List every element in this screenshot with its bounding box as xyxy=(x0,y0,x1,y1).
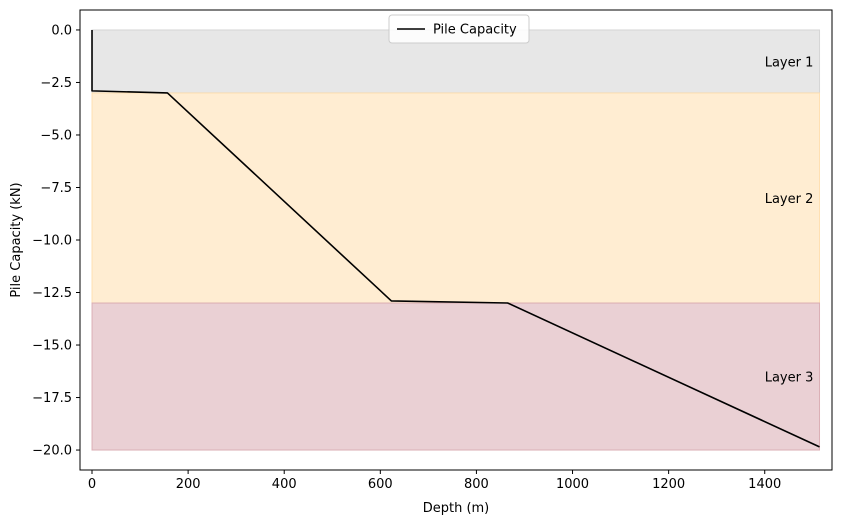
y-axis-ticks: 0.0 −2.5 −5.0 −7.5 −10.0 −12.5 −15.0 −17.5 −20.0 xyxy=(32,23,80,459)
x-tick-label: 400 xyxy=(272,477,297,492)
x-tick-label: 600 xyxy=(368,477,393,492)
legend: Pile Capacity xyxy=(388,14,530,44)
layer-label-2: Layer 2 xyxy=(765,192,814,207)
layer-band-2 xyxy=(91,92,821,304)
x-tick-label: 800 xyxy=(464,477,489,492)
legend-label-pile-capacity: Pile Capacity xyxy=(433,23,517,38)
layer-band-3 xyxy=(91,302,821,451)
legend-box xyxy=(388,14,530,44)
y-axis-label: Pile Capacity (kN) xyxy=(9,182,24,297)
layer-labels: Layer 1 Layer 2 Layer 3 xyxy=(765,55,814,385)
series-line-1 xyxy=(91,29,820,448)
y-tick-label: −10.0 xyxy=(32,234,72,249)
x-tick-label: 1000 xyxy=(556,477,589,492)
y-tick-label: −12.5 xyxy=(32,286,72,301)
soil-layers xyxy=(91,29,821,451)
y-tick-label: −15.0 xyxy=(32,339,72,354)
x-tick-label: 200 xyxy=(176,477,201,492)
y-tick-label: −20.0 xyxy=(32,444,72,459)
y-tick-label: 0.0 xyxy=(51,23,72,38)
x-axis-label: Depth (m) xyxy=(423,501,490,516)
x-axis-ticks: 0 200 400 600 800 1000 1200 1400 xyxy=(88,470,781,492)
x-tick-label: 1200 xyxy=(652,477,685,492)
x-tick-label: 0 xyxy=(88,477,96,492)
layer-label-1: Layer 1 xyxy=(765,55,814,70)
series-lines xyxy=(91,29,820,448)
y-tick-label: −17.5 xyxy=(32,391,72,406)
x-tick-label: 1400 xyxy=(748,477,781,492)
y-tick-label: −7.5 xyxy=(40,181,72,196)
y-tick-label: −5.0 xyxy=(40,128,72,143)
layer-label-3: Layer 3 xyxy=(765,371,814,386)
y-tick-label: −2.5 xyxy=(40,76,72,91)
